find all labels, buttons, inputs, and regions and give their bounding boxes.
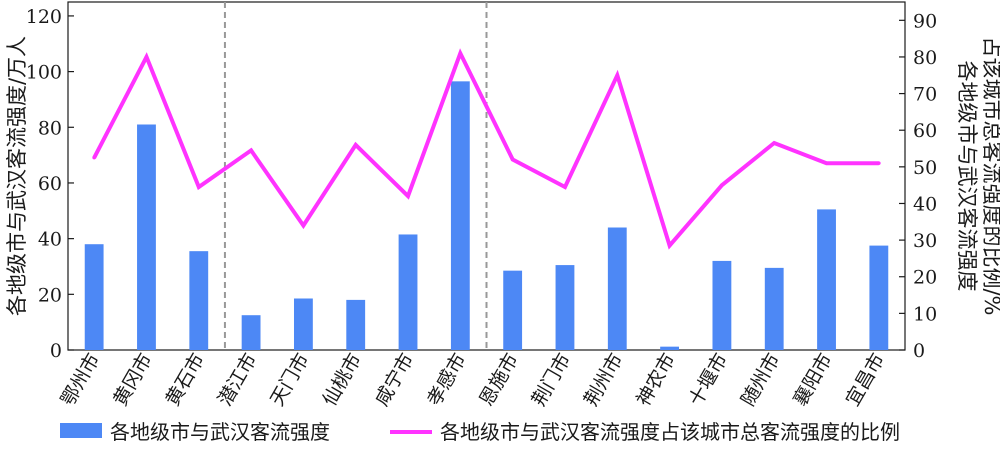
left-tick-label: 40 [38, 229, 62, 251]
bar [555, 265, 575, 350]
category-label: 神农市 [632, 350, 680, 410]
bar [398, 234, 418, 350]
category-label: 荆门市 [528, 350, 576, 410]
right-tick-label: 40 [913, 193, 937, 215]
category-label: 潜江市 [214, 350, 262, 410]
y-axis-label-right-line-1: 各地级市与武汉客流强度 [955, 61, 979, 292]
right-tick-label: 20 [913, 267, 937, 289]
legend-line-label: 各地级市与武汉客流强度占该城市总客流强度的比例 [440, 420, 900, 444]
bar [189, 251, 209, 350]
line-point [196, 185, 201, 189]
left-tick-label: 0 [50, 340, 62, 362]
line-point [458, 51, 463, 56]
right-tick-label: 80 [913, 47, 937, 69]
bar-series [84, 81, 889, 351]
category-label: 黄石市 [162, 350, 210, 410]
left-tick-label: 80 [38, 117, 62, 139]
category-label: 十堰市 [685, 350, 733, 410]
bar [660, 346, 680, 350]
bar [84, 244, 104, 350]
line-point [824, 161, 829, 165]
bar [346, 299, 366, 350]
right-tick-label: 50 [913, 157, 937, 179]
y-axis-label-right-line-2: 占该城市总客流强度的比例/% [980, 36, 1000, 315]
category-labels: 鄂州市 黄冈市 黄石市 潜江市 天门市 仙桃市 咸宁市 孝感市 恩施市 荆门市 荆州市 神农市 十堰市随… [57, 350, 889, 410]
line-point [510, 157, 515, 162]
line-point [406, 194, 410, 198]
line-point [615, 73, 620, 78]
legend: 各地级市与武汉客流强度 各地级市与武汉客流强度占该城市总客流强度的比例 [60, 420, 900, 444]
left-tick-label: 120 [26, 6, 62, 28]
y-axis-label-right: 各地级市与武汉客流强度 占该城市总客流强度的比例/% [955, 36, 1000, 315]
line-point [249, 148, 253, 153]
bar [241, 315, 261, 350]
bar [817, 209, 836, 350]
left-tick-label: 20 [38, 284, 62, 306]
right-tick-label: 10 [913, 303, 937, 325]
line-point [772, 141, 777, 145]
right-axis-ticks: 0 10 20 30 40 50 60 70 80 90 [899, 10, 937, 362]
left-tick-label: 60 [38, 173, 62, 195]
line-point [720, 183, 724, 187]
line-series [92, 48, 881, 250]
line-point [144, 55, 149, 59]
bar [293, 298, 313, 350]
y-axis-label-left: 各地级市与武汉客流强度/万人 [5, 36, 29, 316]
category-label: 黄冈市 [109, 350, 157, 410]
line-point [301, 223, 306, 228]
category-label: 随州市 [737, 350, 785, 410]
bar [137, 124, 156, 350]
series-line [92, 48, 879, 250]
bar [869, 245, 889, 350]
left-tick-label: 100 [26, 62, 62, 84]
plot-area: 020406080100120 0102030405060708090 鄂州市黄… [26, 1, 937, 410]
right-tick-label: 0 [913, 340, 925, 362]
category-label: 仙桃市 [318, 350, 366, 410]
line-point [353, 143, 358, 147]
bar [712, 260, 732, 350]
right-tick-label: 60 [913, 120, 937, 142]
category-label: 天门市 [266, 350, 314, 410]
right-tick-label: 90 [913, 10, 937, 32]
right-tick-label: 70 [913, 84, 937, 106]
category-label: 恩施市 [475, 350, 523, 410]
group-separators [223, 2, 488, 350]
bar [764, 267, 784, 350]
line-point [563, 185, 567, 189]
line-point [877, 161, 881, 165]
bar [450, 81, 470, 351]
category-label: 宜昌市 [842, 350, 890, 410]
category-label: 鄂州市 [57, 350, 105, 410]
category-label: 孝感市 [423, 350, 471, 410]
bar [503, 270, 523, 350]
category-label: 咸宁市 [371, 350, 419, 410]
legend-bar-swatch [60, 423, 102, 438]
line-point [92, 155, 96, 160]
right-tick-label: 30 [913, 230, 937, 252]
bar [607, 227, 627, 350]
left-axis-ticks: 0 20 40 60 80 100 120 [26, 6, 74, 362]
line-point [667, 243, 672, 248]
legend-bar-label: 各地级市与武汉客流强度 [110, 420, 330, 444]
category-label: 襄阳市 [789, 350, 837, 410]
category-label: 荆州市 [580, 350, 628, 410]
